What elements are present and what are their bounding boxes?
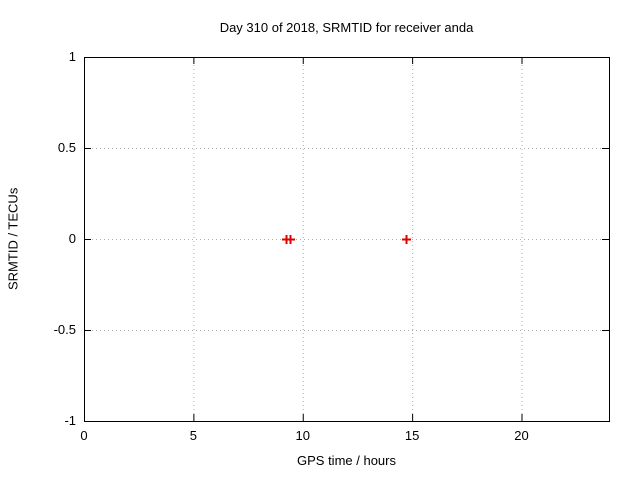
y-tick-label: -0.5	[53, 322, 76, 337]
x-tick-label: 15	[404, 428, 420, 443]
y-tick-label: 1	[68, 49, 76, 64]
plot-border	[84, 57, 610, 422]
x-tick-label: 5	[189, 428, 197, 443]
y-tick-label: -1	[64, 413, 76, 428]
chart-title: Day 310 of 2018, SRMTID for receiver and…	[219, 20, 474, 35]
x-tick-label: 10	[295, 428, 310, 443]
x-tick-label: 0	[80, 428, 88, 443]
x-tick-label: 20	[514, 428, 529, 443]
x-axis-label: GPS time / hours	[297, 453, 396, 468]
y-tick-label: 0	[68, 231, 76, 246]
y-tick-label: 0.5	[57, 140, 76, 155]
